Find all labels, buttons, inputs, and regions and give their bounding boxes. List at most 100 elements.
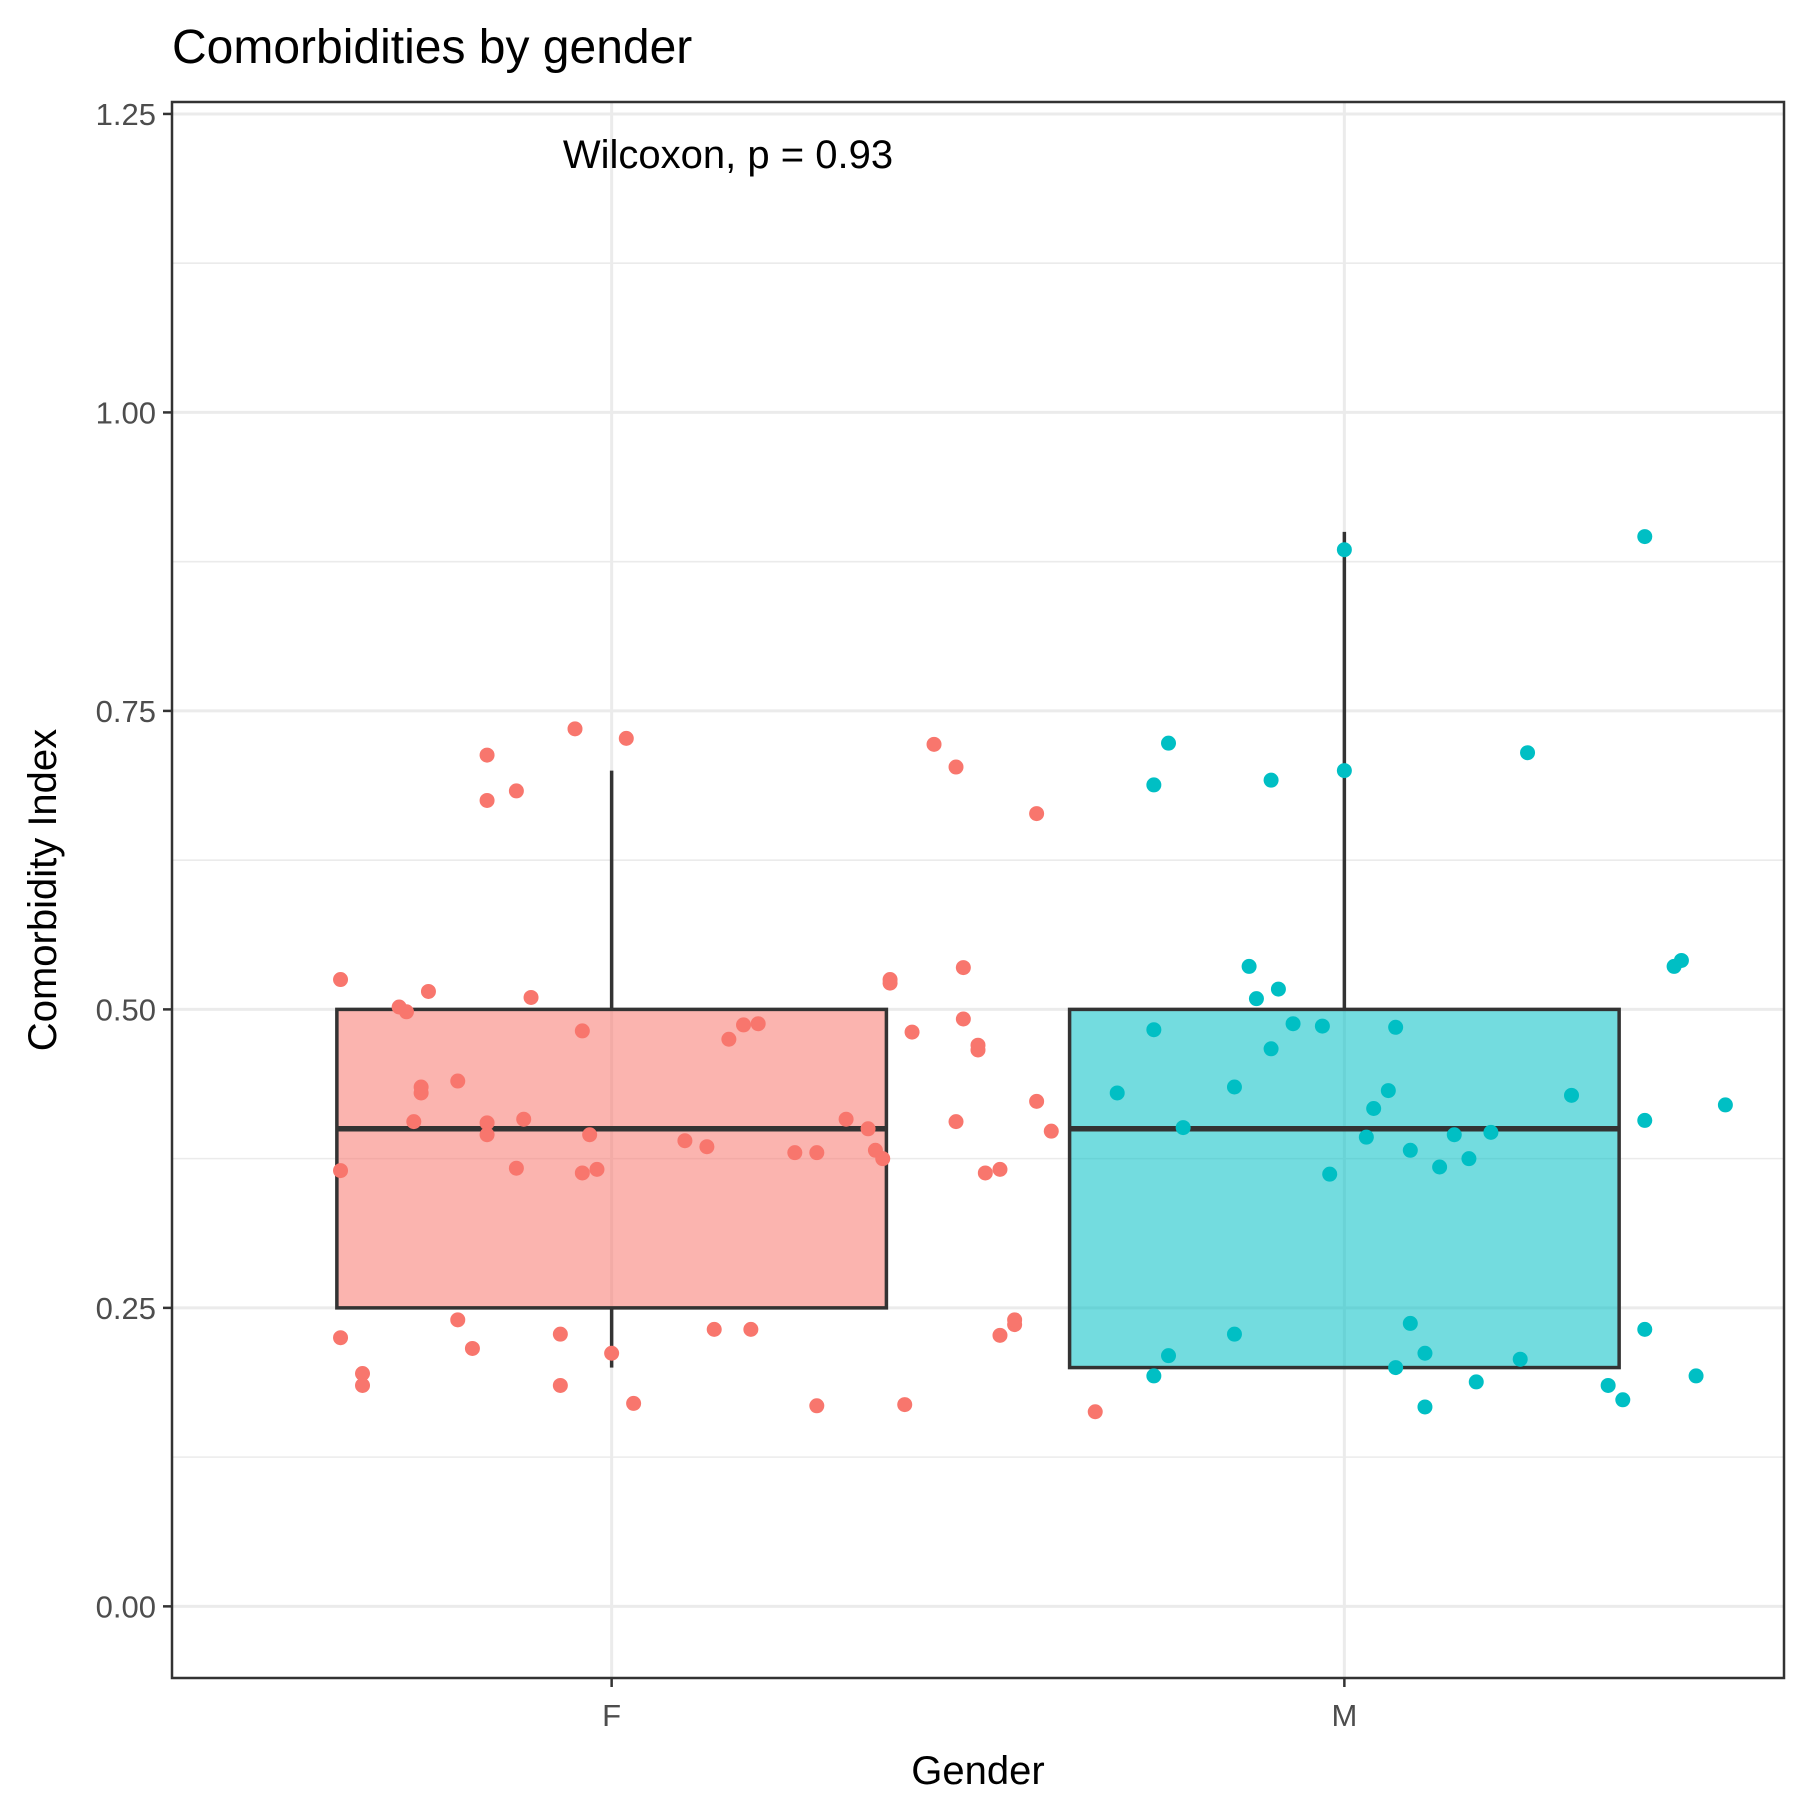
box-iqr [335,1007,889,1310]
data-point-M [1417,1345,1433,1361]
data-point-M [1358,1129,1374,1145]
data-point-F [838,1111,854,1127]
data-point-M [1226,1079,1242,1095]
data-point-F [977,1165,993,1181]
data-point-M [1388,1019,1404,1035]
data-point-F [677,1133,693,1149]
data-point-F [926,736,942,752]
data-point-F [787,1145,803,1161]
data-point-M [1461,1151,1477,1167]
data-point-F [809,1398,825,1414]
data-point-M [1322,1166,1338,1182]
y-tick-label: 0.00 [96,1589,156,1624]
data-point-F [355,1366,371,1382]
data-point-F [479,747,495,763]
axes: 0.00 0.25 0.50 0.75 1.00 1.25 F M [96,97,1358,1733]
data-point-F [904,1024,920,1040]
data-point-F [1043,1123,1059,1139]
data-point-F [1029,1093,1045,1109]
data-point-M [1564,1087,1580,1103]
data-point-F [355,1377,371,1393]
box-M [1067,531,1621,1370]
data-point-F [809,1145,825,1161]
data-point-M [1402,1142,1418,1158]
data-point-F [882,972,898,988]
data-point-M [1483,1124,1499,1140]
data-point-F [567,721,583,737]
data-point-M [1161,1348,1177,1364]
data-point-F [948,1114,964,1130]
data-point-F [897,1397,913,1413]
data-point-F [450,1073,466,1089]
data-point-F [398,1004,414,1020]
data-point-F [743,1321,759,1337]
data-point-F [721,1031,737,1047]
data-point-F [582,1127,598,1143]
data-point-F [589,1161,605,1177]
data-point-F [618,730,634,746]
data-point-F [333,1163,349,1179]
data-point-M [1109,1085,1125,1101]
data-point-F [479,792,495,808]
x-tick-label: F [602,1698,621,1733]
data-point-F [992,1161,1008,1177]
data-point-M [1637,1321,1653,1337]
data-point-F [1087,1404,1103,1420]
data-point-M [1285,1016,1301,1032]
data-point-M [1146,1368,1162,1384]
data-point-F [333,1330,349,1346]
data-point-M [1248,991,1264,1007]
data-point-F [333,972,349,988]
data-point-M [1263,1041,1279,1057]
data-point-F [955,960,971,976]
y-tick-label: 0.75 [96,694,156,729]
data-point-M [1336,763,1352,779]
chart-title: Comorbidities by gender [172,21,692,74]
data-point-M [1717,1097,1733,1113]
data-point-M [1512,1351,1528,1367]
data-point-M [1366,1100,1382,1116]
grid [172,102,1784,1678]
data-point-F [750,1016,766,1032]
data-point-M [1468,1374,1484,1390]
data-point-F [406,1114,422,1130]
data-point-F [970,1042,986,1058]
data-point-F [552,1326,568,1342]
data-point-F [464,1340,480,1356]
data-point-F [706,1321,722,1337]
data-point-M [1226,1326,1242,1342]
data-point-M [1146,1022,1162,1038]
data-point-M [1688,1368,1704,1384]
data-point-F [699,1139,715,1155]
data-point-M [1446,1127,1462,1143]
data-point-M [1615,1392,1631,1408]
data-point-M [1637,1112,1653,1128]
data-point-M [1520,745,1536,761]
data-point-M [1175,1120,1191,1136]
y-tick-label: 1.25 [96,97,156,132]
data-point-F [875,1151,891,1167]
data-point-M [1270,981,1286,997]
data-point-F [948,759,964,775]
data-point-M [1402,1315,1418,1331]
data-point-M [1380,1083,1396,1099]
data-point-M [1637,529,1653,545]
data-point-F [552,1377,568,1393]
data-point-F [523,989,539,1005]
data-point-F [1007,1312,1023,1328]
data-point-F [508,1160,524,1176]
data-point-F [736,1017,752,1033]
stat-annotation: Wilcoxon, p = 0.93 [563,133,893,177]
data-point-F [1029,806,1045,822]
data-point-M [1417,1399,1433,1415]
data-point-F [574,1165,590,1181]
boxes [335,531,1621,1370]
data-point-M [1336,542,1352,558]
x-tick-label: M [1331,1698,1357,1733]
panel-border [170,100,1786,1680]
data-point-M [1432,1159,1448,1175]
data-point-F [626,1395,642,1411]
data-point-M [1600,1377,1616,1393]
box-iqr [1067,1007,1621,1370]
